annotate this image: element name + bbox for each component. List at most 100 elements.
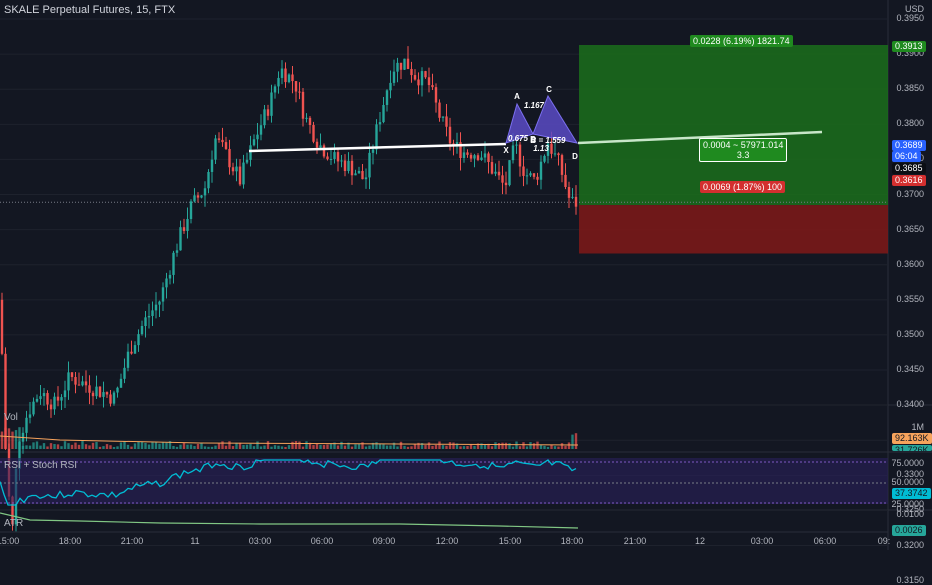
volume-bar: [245, 444, 249, 449]
candle-body: [487, 153, 490, 163]
candle-body: [305, 117, 308, 119]
candle-body: [550, 143, 553, 154]
volume-bar: [196, 443, 200, 449]
volume-bar: [340, 441, 343, 449]
volume-bar: [119, 442, 123, 449]
candle-body: [361, 170, 364, 180]
candle-body: [287, 74, 291, 83]
price-tick-label: 0.3800: [896, 118, 924, 129]
loss-label[interactable]: 0.0069 (1.87%) 100: [700, 181, 786, 193]
candle-body: [130, 351, 133, 354]
rsi-tick-75: 75.0000: [891, 458, 924, 468]
candle-body: [557, 153, 560, 156]
profit-label[interactable]: 0.0228 (6.19%) 1821.74: [690, 35, 793, 47]
candle-body: [497, 171, 501, 176]
volume-bar: [448, 442, 452, 449]
volume-bar: [392, 442, 396, 449]
volume-bar: [487, 443, 490, 449]
candle-body: [224, 142, 228, 149]
candle-body: [0, 299, 4, 354]
volume-bar: [189, 444, 193, 449]
candle-body: [70, 372, 74, 378]
volume-scale: 1M: [911, 422, 924, 432]
volume-bar: [140, 441, 144, 449]
volume-bar: [238, 442, 242, 449]
candle-body: [109, 394, 112, 404]
price-tick-label: 0.3950: [896, 13, 924, 24]
volume-bar: [46, 446, 49, 449]
time-tick-label: 11: [190, 536, 200, 546]
symbol-title[interactable]: SKALE Perpetual Futures, 15, FTX: [4, 4, 176, 16]
candle-body: [294, 81, 298, 92]
volume-bar: [284, 446, 287, 449]
candle-body: [147, 315, 151, 318]
volume-bar: [483, 443, 487, 449]
volume-bar: [550, 444, 553, 449]
candle-body: [186, 219, 189, 231]
volume-bar: [74, 442, 77, 449]
candle-body: [385, 90, 389, 105]
atr-pane-label[interactable]: ATR: [4, 518, 24, 529]
volume-bar: [112, 446, 116, 449]
time-tick-label: 12:00: [435, 536, 459, 546]
candle-body: [158, 301, 161, 305]
volume-value-tag: 92.163K: [892, 433, 932, 444]
volume-bar: [77, 444, 81, 449]
time-tick-label: 18:00: [58, 536, 82, 546]
volume-bar: [168, 441, 172, 449]
volume-bar: [210, 446, 214, 449]
volume-bar: [385, 445, 389, 449]
candle-body: [25, 417, 28, 433]
candle-body: [494, 171, 497, 174]
time-tick-label: 09:: [877, 536, 891, 546]
candle-body: [74, 377, 77, 385]
candle-body: [116, 387, 119, 393]
volume-bar: [109, 445, 112, 449]
volume-bar: [277, 445, 280, 449]
volume-bar: [294, 441, 298, 449]
pattern-point-x: X: [503, 146, 509, 155]
candle-body: [284, 68, 287, 83]
candle-body: [399, 62, 403, 70]
candle-body: [161, 287, 165, 302]
pattern-ratio-label: 0.675: [508, 134, 529, 143]
pattern-point-a: A: [514, 92, 520, 101]
volume-bar: [389, 445, 392, 449]
candle-body: [567, 186, 571, 198]
candle-body: [469, 154, 473, 159]
entry-label[interactable]: 0.0004 ~ 57971.014 3.3: [699, 138, 788, 162]
pattern-ratio-label: B = 1.559: [531, 136, 566, 145]
volume-bar: [4, 427, 7, 449]
candle-body: [515, 144, 518, 146]
candle-body: [270, 92, 273, 116]
volume-bar: [179, 444, 182, 449]
candle-body: [301, 91, 305, 119]
volume-bar: [543, 445, 546, 449]
candle-body: [189, 201, 193, 220]
rsi-pane-label[interactable]: RSI + Stoch RSI: [4, 460, 78, 471]
candle-body: [263, 109, 266, 126]
candle-body: [354, 173, 357, 176]
volume-bar: [452, 442, 455, 449]
candle-body: [441, 116, 445, 118]
volume-bar: [497, 443, 501, 449]
candle-body: [235, 166, 238, 172]
volume-bar: [546, 446, 550, 449]
volume-bar: [319, 444, 322, 449]
volume-pane-label[interactable]: Vol: [4, 412, 18, 423]
volume-bar: [88, 445, 91, 449]
candle-body: [77, 384, 81, 386]
volume-bar: [182, 442, 186, 449]
candle-body: [203, 188, 207, 196]
volume-bar: [336, 445, 340, 449]
volume-bar: [53, 444, 56, 449]
volume-bar: [571, 434, 574, 449]
volume-bar: [298, 441, 301, 449]
price-tick-label: 0.3700: [896, 188, 924, 199]
volume-bar: [231, 446, 235, 449]
volume-bar: [266, 441, 270, 449]
volume-bar: [480, 443, 483, 449]
volume-bar: [427, 442, 431, 449]
volume-bar: [39, 445, 42, 449]
